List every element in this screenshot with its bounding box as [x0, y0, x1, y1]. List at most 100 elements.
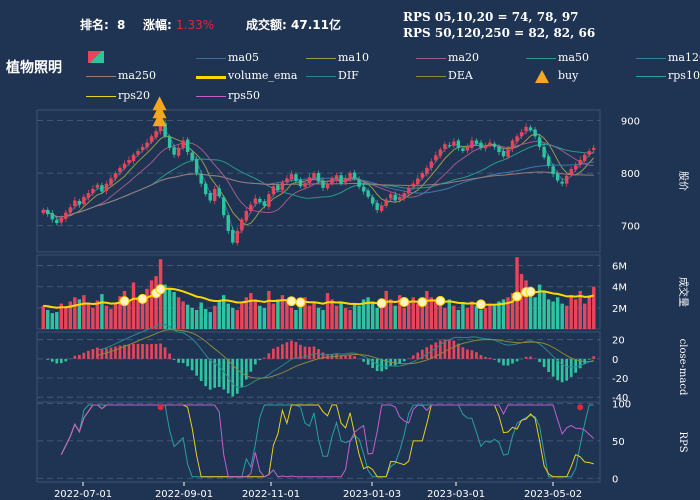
- volume-bar: [542, 290, 546, 329]
- volume-bar: [488, 303, 492, 329]
- volume-bar: [64, 307, 68, 329]
- volume-bar: [402, 307, 406, 329]
- candle-body: [330, 178, 334, 184]
- volume-bar: [118, 296, 122, 329]
- volume-bar: [524, 280, 528, 329]
- volume-bar: [253, 299, 258, 329]
- ma120-line: [43, 161, 594, 218]
- rps50-legend-line: [196, 96, 226, 97]
- buy-signal-icon: [152, 96, 167, 111]
- candle-body: [131, 154, 136, 162]
- volume-bar: [213, 305, 217, 329]
- price-axis-label: 股价: [677, 171, 689, 191]
- candle-body: [510, 140, 515, 149]
- volume-bar: [82, 295, 86, 329]
- candle-body: [551, 166, 555, 175]
- candle-body: [316, 173, 321, 182]
- candle-body: [185, 139, 190, 153]
- ma05-legend-label: ma05: [228, 51, 259, 64]
- turnover-label: 成交额:: [246, 18, 287, 32]
- candle-body: [59, 217, 64, 223]
- macd-tick-label: 0: [612, 355, 618, 366]
- volume-bar: [240, 301, 244, 329]
- candle-body: [231, 229, 235, 243]
- candle-body: [312, 173, 316, 179]
- ma50-legend-line: [526, 58, 556, 59]
- candle-body: [465, 146, 470, 151]
- volume-bar: [68, 301, 73, 329]
- volume-bar: [352, 303, 357, 329]
- volume-bar: [393, 305, 397, 329]
- ma10-legend-line: [306, 58, 336, 59]
- x-tick-label: 2023-05-02: [524, 489, 582, 500]
- volume-bar: [249, 293, 253, 329]
- candle-body: [537, 137, 542, 147]
- macd-tick-label: -40: [612, 393, 628, 404]
- candle-body: [479, 142, 483, 148]
- candle-body: [226, 215, 230, 231]
- volume-bar: [95, 300, 100, 329]
- candle-body: [213, 188, 217, 201]
- candle-body: [407, 187, 411, 194]
- candle-body: [334, 175, 339, 180]
- buy-legend-label: buy: [558, 69, 579, 82]
- volume-bar: [267, 290, 271, 329]
- candle-body: [443, 144, 447, 149]
- candle-body: [370, 197, 375, 204]
- volume-bar: [276, 299, 280, 329]
- candle-body: [217, 188, 221, 197]
- volume-bar: [470, 301, 474, 329]
- volume-signal-marker: [399, 297, 410, 308]
- volume-bar: [307, 305, 312, 329]
- candle-body: [244, 210, 249, 221]
- candle-body: [145, 142, 149, 148]
- price-tick-label: 700: [621, 222, 640, 233]
- candle-body: [95, 184, 100, 188]
- volume-signal-marker: [119, 296, 130, 307]
- volume-tick-label: 2M: [612, 304, 627, 315]
- candle-body: [429, 161, 434, 168]
- candle-body: [470, 140, 474, 148]
- candle-body: [573, 165, 578, 170]
- price-tick-label: 800: [621, 169, 640, 180]
- volume-bar: [109, 308, 113, 329]
- rank-value: 8: [117, 18, 126, 32]
- volume-bar: [506, 297, 510, 329]
- candle-body: [176, 147, 181, 156]
- volume-bar: [217, 300, 221, 329]
- candle-body: [64, 212, 68, 219]
- candle-body: [325, 183, 330, 189]
- volume-bar: [262, 307, 267, 329]
- volume-bar: [235, 309, 239, 329]
- volume-bar: [465, 307, 470, 329]
- volume-bar: [167, 288, 172, 329]
- volume-bar: [41, 305, 45, 329]
- buy-signal-icon: [152, 104, 167, 119]
- volume-signal-marker: [512, 291, 523, 302]
- volume-bar: [501, 299, 506, 329]
- x-tick-label: 2023-03-01: [427, 489, 485, 500]
- volume-bar: [77, 299, 82, 329]
- candle-body: [136, 151, 140, 155]
- volume-bar: [492, 305, 497, 329]
- volume-signal-marker: [295, 297, 306, 308]
- volume-bar: [145, 288, 149, 329]
- volume-bar: [203, 308, 208, 329]
- volume-bar: [497, 301, 501, 329]
- candle-body: [271, 186, 276, 195]
- candle-body: [100, 185, 104, 192]
- volume_ema-legend-line: [196, 76, 226, 79]
- candle-body: [140, 146, 145, 150]
- volume-bar: [592, 286, 596, 329]
- volume-bar: [339, 301, 343, 329]
- rps-axis-label: RPS: [677, 431, 688, 452]
- ma50-legend-label: ma50: [558, 51, 589, 64]
- volume-bar: [73, 297, 77, 329]
- volume-bar: [398, 295, 402, 329]
- volume-bar: [104, 305, 109, 329]
- volume-signal-marker: [376, 298, 387, 309]
- price-tick-label: 900: [621, 117, 640, 128]
- change-block: 涨幅: 1.33%: [143, 16, 214, 33]
- volume-bar: [416, 303, 420, 329]
- candle-body: [420, 173, 424, 178]
